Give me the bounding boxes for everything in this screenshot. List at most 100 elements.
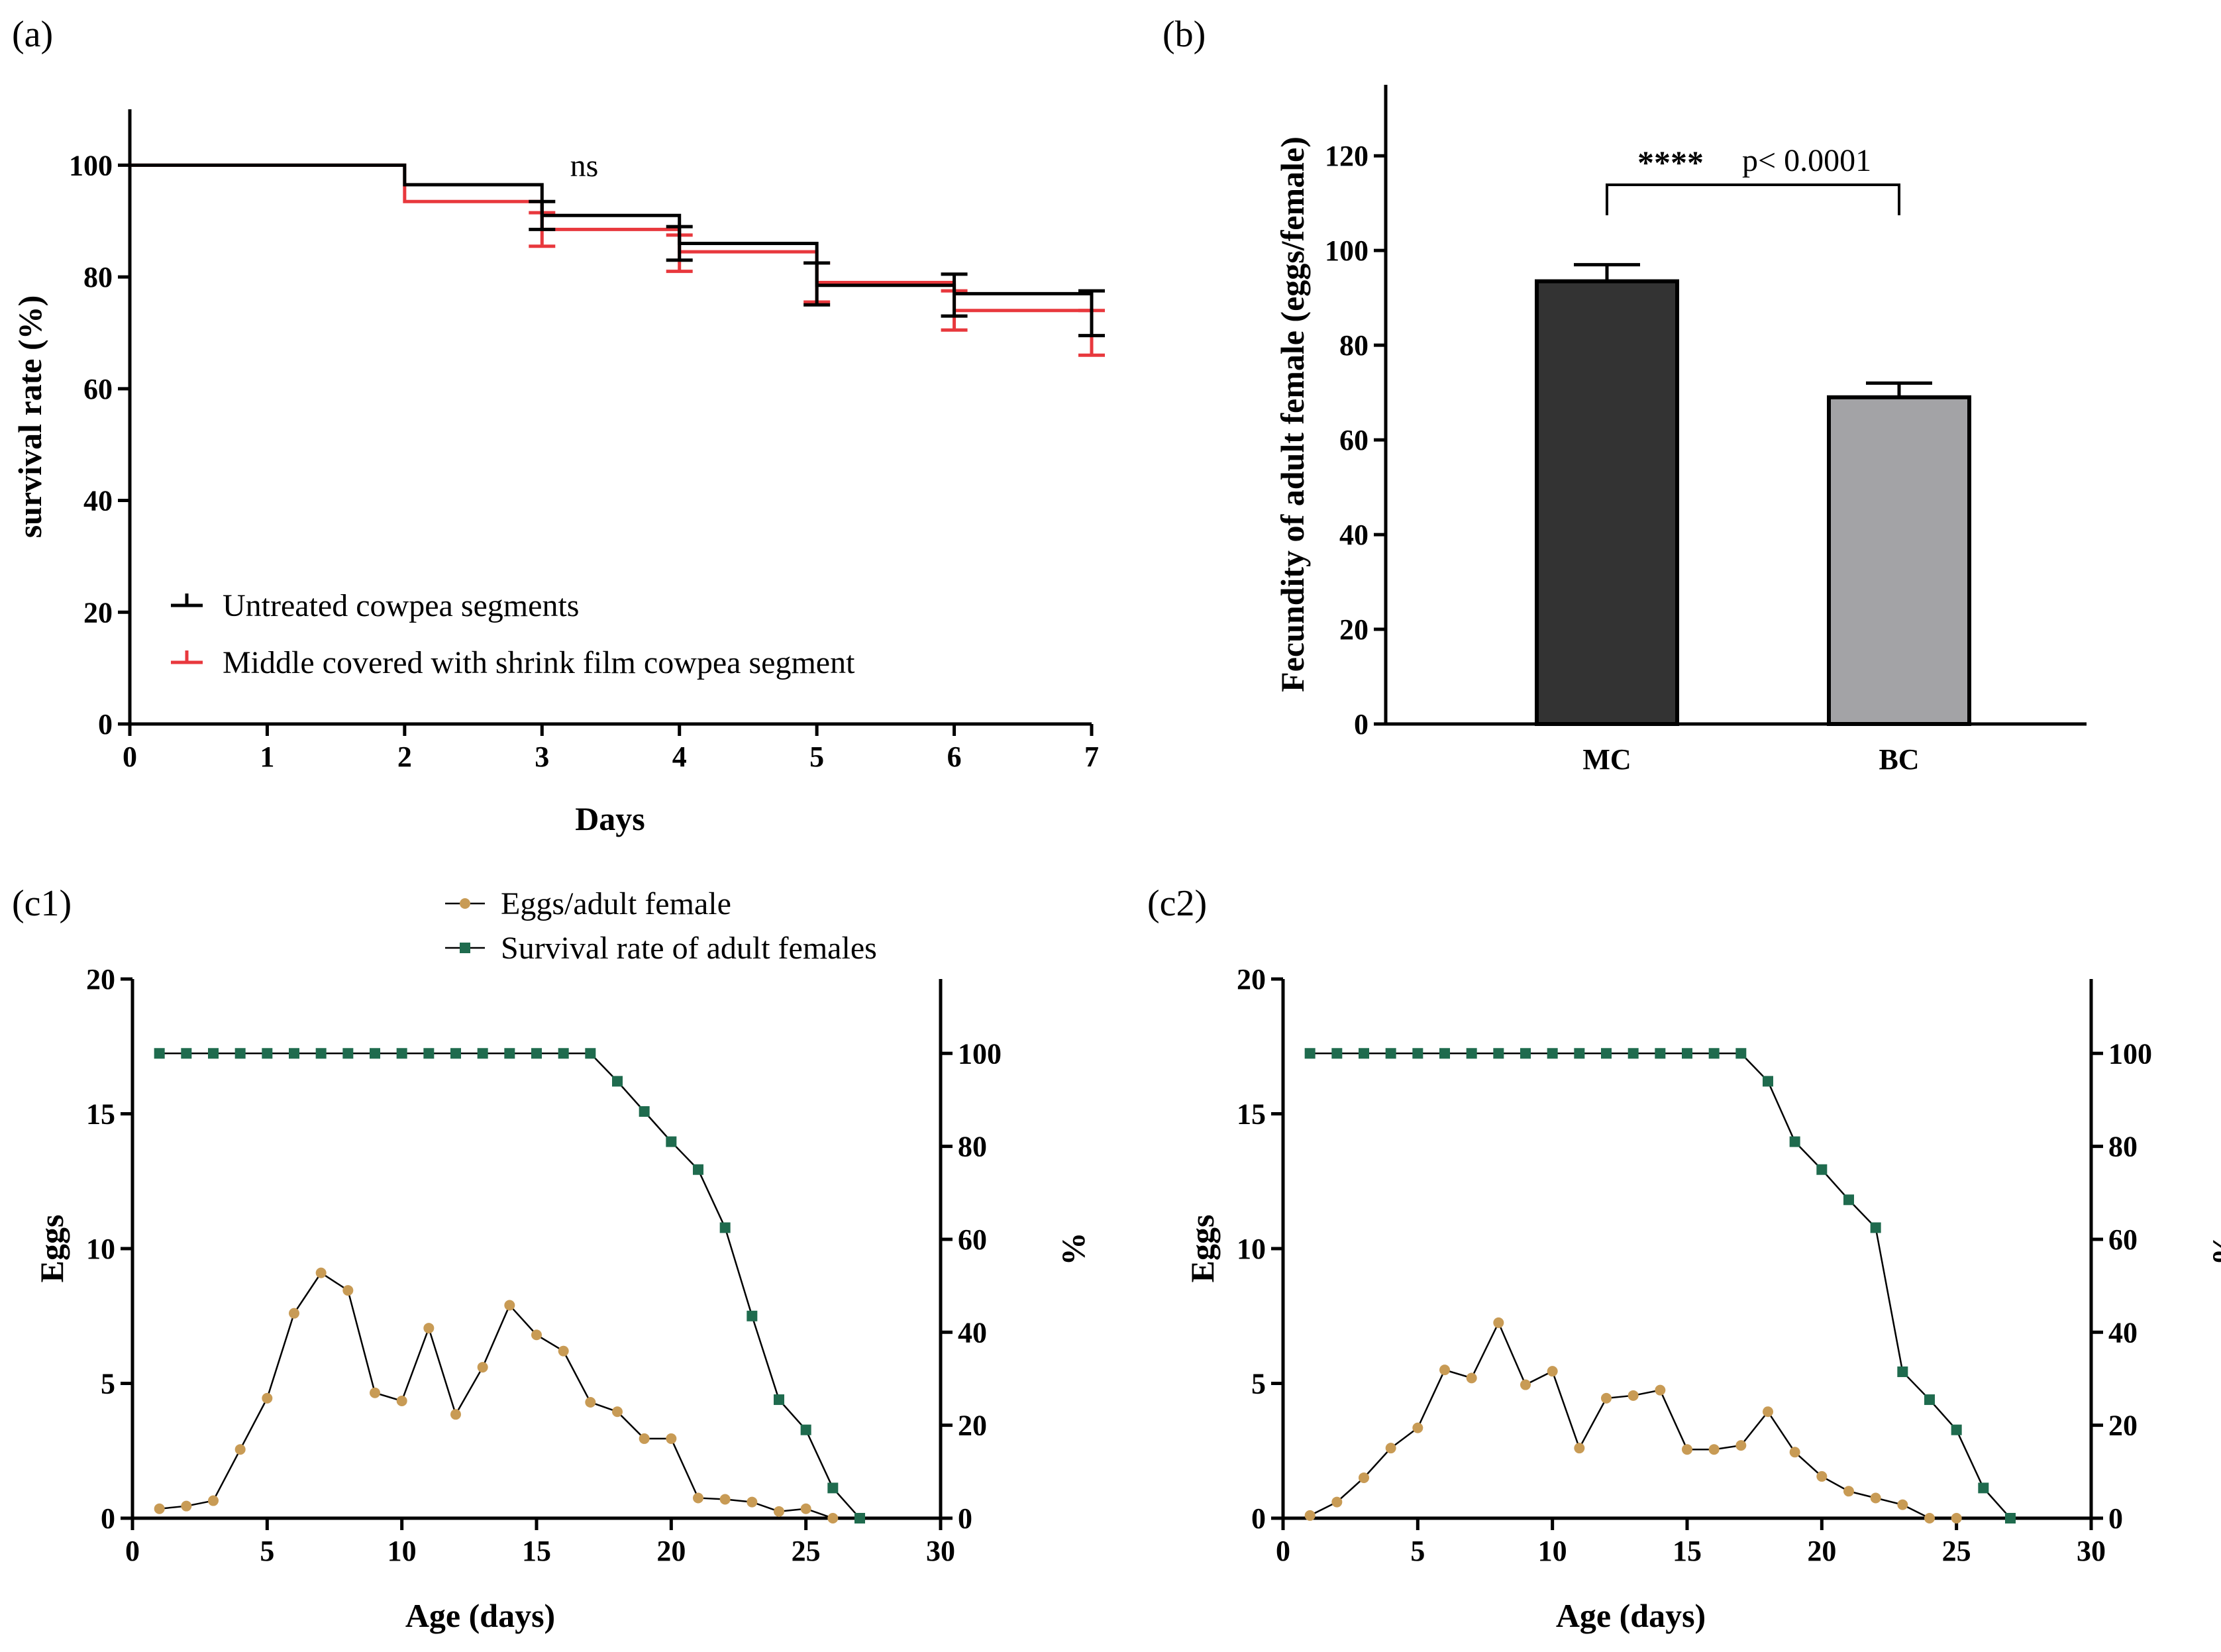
eggs-point <box>800 1503 811 1514</box>
survival-point <box>531 1048 542 1059</box>
x-tick-label: 15 <box>1673 1535 1702 1567</box>
eggs-line <box>159 1271 833 1520</box>
survival-point <box>504 1048 515 1059</box>
y-tick-label: 0 <box>1354 708 1369 741</box>
eggs-point <box>1924 1513 1935 1523</box>
survival-point <box>181 1048 192 1059</box>
eggs-point <box>1439 1365 1450 1376</box>
y-tick-label: 100 <box>69 149 113 181</box>
eggs-point <box>1708 1444 1720 1455</box>
eggs-point <box>747 1496 758 1508</box>
eggs-point <box>1627 1390 1639 1401</box>
survival-point <box>827 1482 839 1494</box>
significance-pvalue: p< 0.0001 <box>1742 143 1871 178</box>
y-tick-label: 60 <box>83 373 113 405</box>
x-tick-label: 6 <box>947 741 962 773</box>
x-tick-label: 30 <box>2077 1535 2106 1567</box>
survival-point <box>1331 1048 1343 1059</box>
right-y-tick-label: 40 <box>958 1316 987 1349</box>
right-y-tick-label: 0 <box>958 1502 972 1535</box>
x-tick-label: 0 <box>123 741 137 773</box>
y-axis-title: survival rate (%) <box>11 295 48 539</box>
eggs-point <box>531 1329 542 1341</box>
survival-point <box>1816 1164 1828 1175</box>
survival-point <box>234 1048 246 1059</box>
left-y-tick-label: 5 <box>1251 1368 1266 1400</box>
survival-point <box>1574 1048 1585 1059</box>
survival-point <box>693 1164 703 1175</box>
left-y-tick-label: 10 <box>1237 1233 1266 1265</box>
eggs-point <box>1359 1472 1369 1483</box>
survival-point <box>1763 1076 1773 1087</box>
survival-point <box>1304 1048 1316 1059</box>
x-axis-title: Age (days) <box>405 1597 555 1634</box>
right-y-axis-title: % <box>2206 1232 2221 1265</box>
x-tick-label: 5 <box>1410 1535 1425 1567</box>
eggs-point <box>1601 1392 1612 1404</box>
survival-point <box>1466 1048 1477 1059</box>
x-category-label: BC <box>1879 743 1919 776</box>
left-y-tick-label: 20 <box>86 963 115 996</box>
left-y-tick-label: 0 <box>1251 1502 1266 1535</box>
eggs-line <box>1310 1320 1957 1520</box>
legend-label: Middle covered with shrink film cowpea s… <box>223 645 855 680</box>
legend-marker <box>460 898 470 909</box>
right-y-axis-title: % <box>1056 1232 1093 1265</box>
eggs-point <box>1763 1406 1773 1418</box>
left-y-axis-title: Eggs <box>1184 1215 1221 1283</box>
survival-point <box>719 1222 731 1233</box>
survival-point <box>1978 1482 1989 1494</box>
y-tick-label: 20 <box>83 596 113 629</box>
eggs-point <box>423 1323 435 1334</box>
y-tick-label: 20 <box>1339 613 1369 646</box>
x-tick-label: 5 <box>809 741 824 773</box>
eggs-point <box>1520 1379 1531 1390</box>
right-y-tick-label: 60 <box>958 1223 987 1256</box>
x-category-label: MC <box>1582 743 1631 776</box>
eggs-point <box>396 1395 407 1406</box>
survival-point <box>396 1048 407 1059</box>
eggs-point <box>181 1500 192 1512</box>
eggs-point <box>612 1406 623 1418</box>
survival-point <box>639 1106 650 1117</box>
y-tick-label: 120 <box>1325 140 1369 172</box>
survival-point <box>1655 1048 1666 1059</box>
x-tick-label: 25 <box>792 1535 821 1567</box>
eggs-point <box>1466 1372 1477 1384</box>
survival-point <box>1385 1048 1396 1059</box>
survival-point <box>1924 1394 1935 1406</box>
x-tick-label: 10 <box>387 1535 417 1567</box>
survival-point <box>1359 1048 1369 1059</box>
y-axis-title: Fecundity of adult female (eggs/female) <box>1274 136 1311 692</box>
eggs-point <box>1843 1486 1854 1497</box>
eggs-point <box>1655 1384 1666 1396</box>
y-tick-label: 100 <box>1325 234 1369 267</box>
eggs-point <box>234 1444 246 1455</box>
left-y-tick-label: 5 <box>101 1368 115 1400</box>
x-tick-label: 10 <box>1538 1535 1567 1567</box>
eggs-point <box>827 1513 839 1523</box>
x-tick-label: 3 <box>535 741 549 773</box>
survival-point <box>1789 1136 1800 1147</box>
eggs-point <box>1493 1317 1504 1328</box>
eggs-point <box>774 1506 784 1517</box>
legend-label: Untreated cowpea segments <box>223 588 579 623</box>
left-y-tick-label: 20 <box>1237 963 1266 996</box>
survival-point <box>450 1048 461 1059</box>
survival-line <box>1310 1053 2011 1519</box>
eggs-point <box>450 1409 461 1420</box>
survival-point <box>800 1424 811 1435</box>
survival-point <box>1493 1048 1504 1059</box>
significance-bracket <box>1606 183 1900 215</box>
survival-point <box>1682 1048 1692 1059</box>
eggs-point <box>477 1362 488 1373</box>
x-axis-title: Days <box>575 800 645 837</box>
eggs-point <box>1682 1444 1692 1455</box>
legend-label: Survival rate of adult females <box>501 931 877 966</box>
left-y-axis-title: Eggs <box>33 1215 70 1283</box>
survival-point <box>477 1048 488 1059</box>
survival-point <box>1897 1366 1908 1377</box>
eggs-point <box>504 1300 515 1311</box>
legend-marker <box>460 943 470 953</box>
survival-point <box>208 1048 219 1059</box>
